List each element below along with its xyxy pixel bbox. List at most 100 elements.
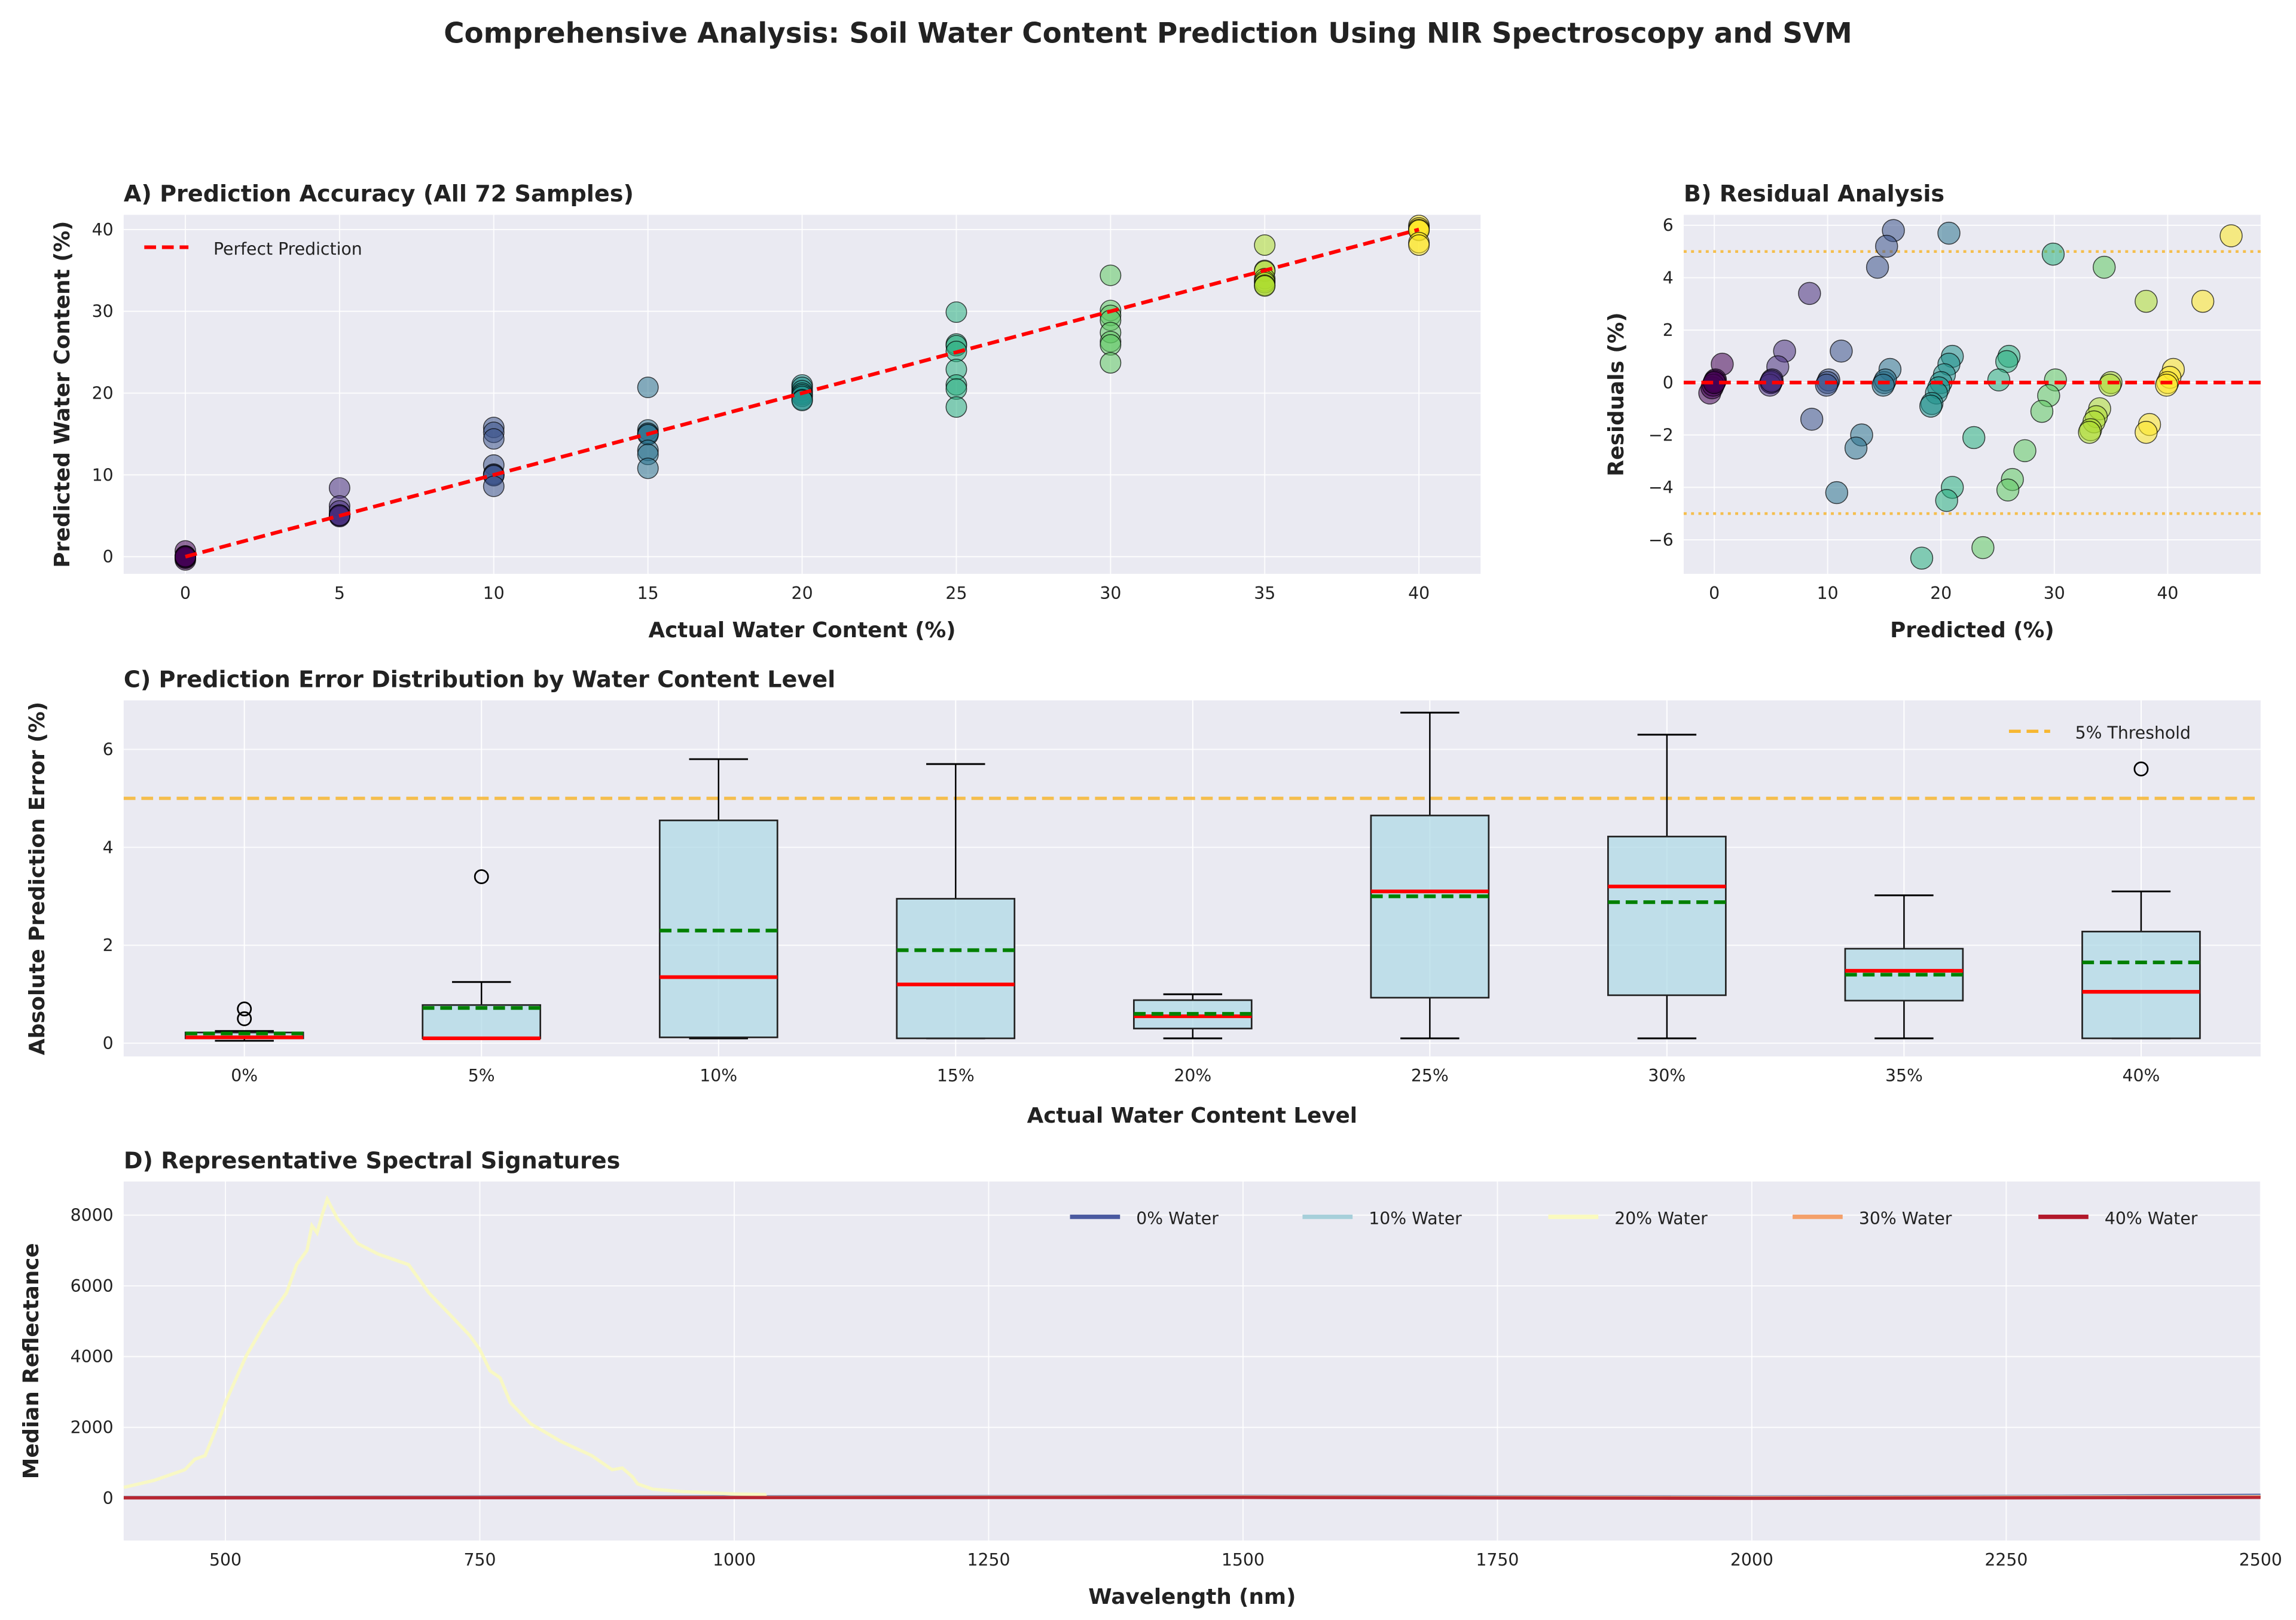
panel-b-title: B) Residual Analysis — [1684, 181, 1944, 207]
panel-a-xlabel: Actual Water Content (%) — [649, 618, 956, 643]
data-point — [945, 301, 967, 323]
y-tick-label: 0 — [1663, 373, 1674, 393]
data-point — [1910, 546, 1934, 570]
y-tick-label: 6000 — [71, 1276, 114, 1296]
legend-label: 0% Water — [1136, 1209, 1219, 1228]
data-point — [945, 396, 967, 418]
y-tick-label: 8000 — [71, 1206, 114, 1225]
data-point — [1815, 374, 1838, 397]
y-tick-label: 4 — [103, 837, 114, 857]
data-point — [2078, 421, 2101, 444]
panel-d-ylabel: Median Reflectance — [19, 1243, 44, 1479]
data-point — [2041, 242, 2065, 266]
legend-label: 30% Water — [1859, 1209, 1952, 1228]
x-tick-label: 0 — [180, 583, 191, 603]
outlier-point — [237, 1011, 252, 1026]
data-point — [1798, 282, 1821, 305]
scatter-points — [175, 194, 1430, 571]
data-point — [791, 389, 813, 411]
y-tick-label: 2 — [103, 936, 114, 955]
panel-c-title: C) Prediction Error Distribution by Wate… — [124, 666, 835, 692]
box-15% — [896, 763, 1016, 1040]
y-tick-label: 0 — [103, 1034, 114, 1053]
x-tick-label: 20 — [1930, 583, 1952, 603]
box-0% — [184, 1001, 304, 1042]
scatter-points — [1698, 219, 2243, 570]
data-point — [1962, 426, 1986, 450]
data-point — [483, 475, 505, 497]
data-point — [1100, 334, 1122, 356]
panel-b-residual-analysis: B) Residual Analysis Predicted (%) Resid… — [1604, 181, 2261, 643]
data-point — [1919, 395, 1943, 418]
panel-b-xlabel: Predicted (%) — [1890, 618, 2054, 643]
y-tick-label: −6 — [1648, 530, 1674, 550]
data-point — [1825, 481, 1849, 505]
x-tick-label: 30 — [1100, 583, 1121, 603]
x-tick-label: 40% — [2122, 1066, 2160, 1086]
data-point — [2030, 399, 2054, 423]
x-tick-label: 5% — [468, 1066, 495, 1086]
data-point — [2093, 255, 2116, 279]
series-line-20-water — [123, 1195, 2261, 1500]
panel-c-ylabel: Absolute Prediction Error (%) — [25, 702, 50, 1055]
x-tick-label: 25% — [1411, 1066, 1449, 1086]
panel-a-prediction-accuracy: A) Prediction Accuracy (All 72 Samples) … — [50, 181, 1481, 643]
data-point — [1800, 408, 1824, 431]
box-30% — [1607, 733, 1727, 1040]
y-tick-label: 0 — [103, 547, 114, 567]
x-tick-label: 1750 — [1476, 1550, 1519, 1570]
x-tick-label: 20 — [792, 583, 813, 603]
y-tick-label: 40 — [92, 220, 114, 240]
x-tick-label: 0% — [231, 1066, 258, 1086]
x-tick-label: 15 — [637, 583, 659, 603]
y-tick-label: 2 — [1663, 320, 1674, 340]
panel-a-ylabel: Predicted Water Content (%) — [50, 221, 75, 568]
spectral-lines — [123, 1195, 2261, 1500]
perfect-prediction-line — [185, 228, 1419, 559]
x-tick-label: 20% — [1174, 1066, 1211, 1086]
x-tick-label: 40 — [1408, 583, 1430, 603]
data-point — [1100, 352, 1122, 374]
x-tick-label: 10 — [483, 583, 505, 603]
data-point — [1409, 194, 1429, 214]
box-20% — [1133, 993, 1253, 1040]
y-tick-label: 4 — [1663, 268, 1674, 288]
x-tick-label: 2000 — [1730, 1550, 1773, 1570]
data-point — [1987, 368, 2011, 392]
box-5% — [422, 869, 542, 1041]
x-tick-label: 5 — [334, 583, 345, 603]
data-point — [1866, 255, 1889, 279]
data-point — [2013, 439, 2037, 463]
data-point — [637, 377, 659, 398]
data-point — [637, 457, 659, 479]
x-tick-label: 1000 — [713, 1550, 756, 1570]
data-point — [945, 378, 967, 400]
data-point — [1100, 264, 1122, 286]
panel-c-xlabel: Actual Water Content Level — [1027, 1104, 1357, 1128]
x-tick-label: 30% — [1648, 1066, 1686, 1086]
y-tick-label: 2000 — [71, 1418, 114, 1438]
box-10% — [658, 758, 778, 1040]
panel-a-title: A) Prediction Accuracy (All 72 Samples) — [124, 181, 634, 207]
data-point — [1830, 340, 1853, 363]
data-point — [1408, 234, 1430, 256]
legend-label: 10% Water — [1369, 1209, 1462, 1228]
y-tick-label: 10 — [92, 465, 114, 485]
data-point — [2098, 374, 2121, 397]
legend-label-perfect-prediction: Perfect Prediction — [213, 239, 362, 259]
data-point — [2155, 374, 2178, 397]
data-point — [2219, 224, 2243, 247]
y-tick-label: −2 — [1648, 425, 1674, 445]
outlier-point — [2133, 761, 2149, 777]
y-tick-label: 0 — [103, 1488, 114, 1508]
box-iqr — [896, 898, 1016, 1040]
legend-label: 40% Water — [2105, 1209, 2198, 1228]
data-point — [328, 477, 350, 499]
x-tick-label: 2250 — [1984, 1550, 2028, 1570]
x-tick-label: 10 — [1817, 583, 1839, 603]
legend-label: 20% Water — [1614, 1209, 1708, 1228]
x-tick-label: 30 — [2044, 583, 2065, 603]
panel-d-xlabel: Wavelength (nm) — [1088, 1585, 1296, 1609]
data-point — [1971, 536, 1995, 560]
data-point — [483, 428, 505, 450]
